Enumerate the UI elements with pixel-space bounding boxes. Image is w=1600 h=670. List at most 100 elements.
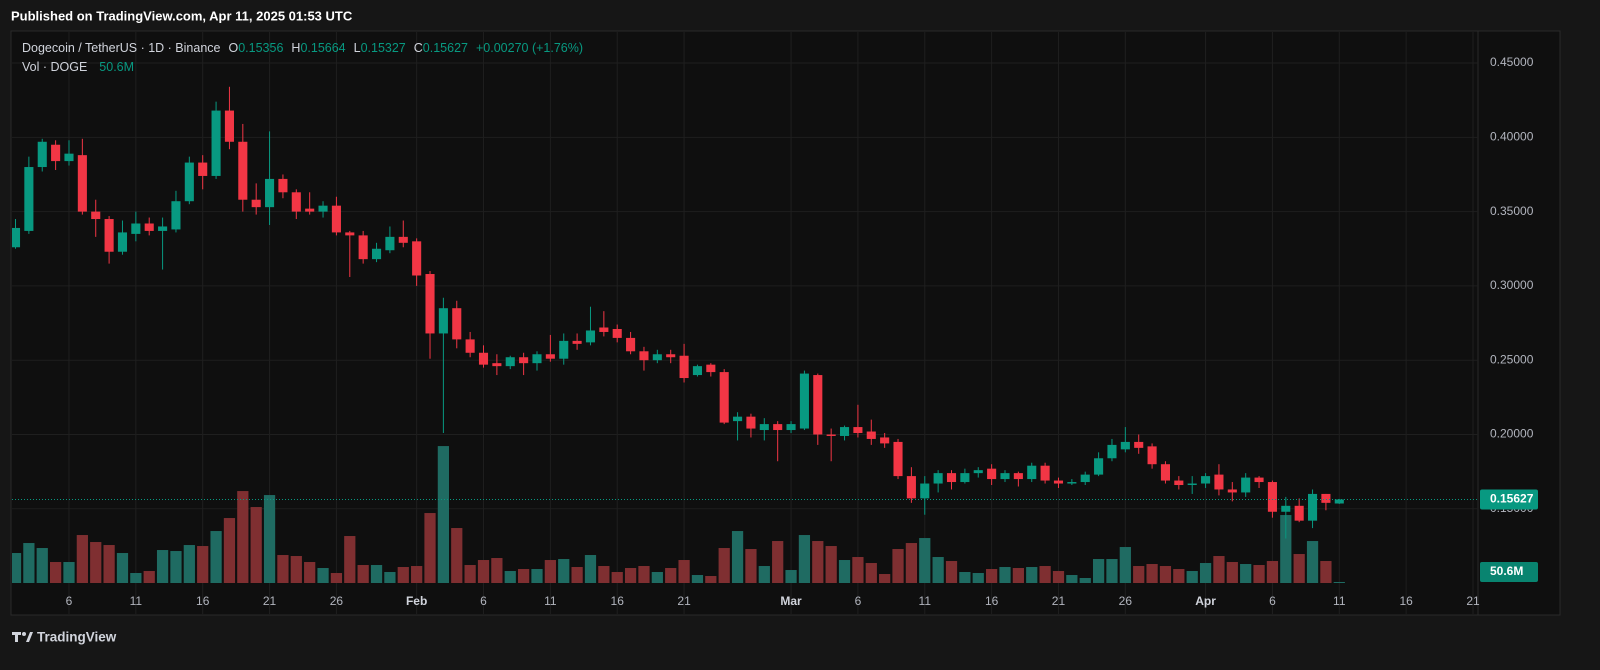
x-tick-label: Mar: [780, 594, 802, 608]
legend-close: 0.15627: [423, 41, 468, 55]
volume-bar: [678, 560, 690, 583]
volume-bar: [223, 518, 236, 583]
candle-body: [371, 248, 382, 260]
candle-body: [612, 328, 622, 338]
volume-bar: [1079, 578, 1091, 583]
legend: Dogecoin / TetherUS · 1D · Binance O0.153…: [22, 41, 583, 55]
candle-body: [412, 241, 422, 276]
volume-bar: [170, 551, 182, 583]
volume-bar: [1280, 515, 1292, 583]
candle-body: [438, 308, 448, 334]
candle-body: [733, 416, 743, 422]
candle-body: [1321, 493, 1331, 503]
volume-bar: [1092, 559, 1105, 583]
legend-open: 0.15356: [238, 41, 283, 55]
candle-body: [91, 211, 101, 220]
candle-body: [706, 364, 716, 373]
candle-body: [719, 372, 729, 423]
volume-bar: [651, 572, 663, 583]
volume-bar: [638, 566, 650, 583]
last-volume-label: 50.6M: [1490, 564, 1523, 578]
candle-body: [960, 473, 970, 483]
candle-body: [626, 337, 636, 352]
volume-bar: [156, 550, 169, 583]
volume-bar: [1253, 565, 1265, 583]
candle-body: [1107, 444, 1117, 459]
volume-bar: [999, 567, 1011, 583]
volume-bar: [865, 563, 877, 583]
candle-body: [1254, 477, 1264, 483]
brand-logo: [12, 632, 33, 642]
volume-bar: [477, 560, 490, 583]
volume-bar: [397, 567, 409, 583]
candle-body: [866, 431, 876, 439]
volume-bar: [504, 571, 516, 583]
x-tick-label: 11: [919, 594, 932, 608]
candle-body: [933, 473, 943, 484]
volume-bar: [1320, 561, 1332, 583]
candle-body: [117, 232, 128, 252]
volume-bar: [370, 565, 383, 583]
candle-body: [906, 476, 916, 499]
candle-body: [585, 330, 596, 343]
candle-body: [144, 223, 154, 231]
volume-bar: [210, 531, 222, 583]
candle-body: [799, 373, 809, 429]
volume-bar: [531, 569, 543, 583]
x-tick-label: 16: [196, 594, 210, 608]
candle-body: [1241, 477, 1251, 493]
volume-legend-value: 50.6M: [99, 60, 134, 74]
volume-bar: [1266, 561, 1279, 583]
candle-body: [1281, 505, 1291, 512]
candle-body: [826, 434, 836, 436]
candle-body: [813, 375, 823, 435]
volume-bar: [986, 569, 998, 583]
volume-bar: [1133, 566, 1145, 583]
candle-body: [465, 339, 475, 353]
volume-bar: [1173, 569, 1185, 583]
volume-bar: [758, 566, 770, 583]
volume-bar: [437, 446, 450, 583]
candle-body: [492, 363, 502, 367]
volume-bar: [1333, 581, 1345, 583]
x-tick-label: 11: [130, 594, 143, 608]
candle-body: [532, 354, 542, 364]
y-tick-label: 0.30000: [1490, 278, 1534, 292]
volume-bar: [103, 545, 115, 583]
candle-body: [545, 354, 555, 359]
x-tick-label: Apr: [1195, 594, 1216, 608]
candle-body: [1094, 458, 1104, 475]
candle-body: [331, 205, 341, 233]
candle-body: [104, 219, 114, 252]
volume-bar: [36, 548, 48, 583]
y-tick-label: 0.40000: [1490, 129, 1534, 143]
volume-bar: [825, 546, 837, 583]
volume-bar: [558, 559, 570, 583]
legend-label: O: [228, 41, 238, 55]
candle-body: [24, 167, 34, 231]
volume-bar: [1159, 566, 1172, 583]
volume-bar: [1240, 564, 1252, 583]
candle-body: [559, 340, 569, 359]
volume-bar: [705, 576, 717, 583]
volume-bar: [812, 541, 824, 583]
candle-body: [786, 424, 796, 431]
candle-body: [291, 192, 301, 212]
axes: 0.150000.200000.250000.300000.350000.400…: [66, 55, 1538, 608]
last-price-label: 0.15627: [1490, 492, 1534, 506]
volume-bar: [63, 562, 75, 583]
candle-body: [198, 162, 208, 176]
volume-bar: [892, 549, 904, 583]
candle-body: [505, 357, 515, 367]
candle-body: [1027, 465, 1037, 480]
candle-body: [1174, 480, 1184, 486]
x-tick-label: 16: [1399, 594, 1413, 608]
candle-body: [224, 110, 234, 142]
candle-body: [1201, 476, 1211, 484]
x-tick-label: 6: [480, 594, 487, 608]
candle-body: [1187, 483, 1197, 486]
candle-body: [305, 208, 315, 212]
volume-bar: [959, 572, 971, 583]
